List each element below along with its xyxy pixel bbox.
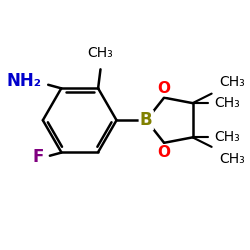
Text: CH₃: CH₃ (88, 46, 113, 60)
Text: B: B (140, 111, 152, 129)
Text: O: O (158, 81, 170, 96)
Text: CH₃: CH₃ (214, 96, 240, 110)
Text: CH₃: CH₃ (219, 75, 244, 89)
Text: NH₂: NH₂ (6, 72, 41, 90)
Text: CH₃: CH₃ (214, 130, 240, 144)
Text: CH₃: CH₃ (219, 152, 244, 166)
Text: F: F (32, 148, 44, 166)
Text: O: O (158, 145, 170, 160)
